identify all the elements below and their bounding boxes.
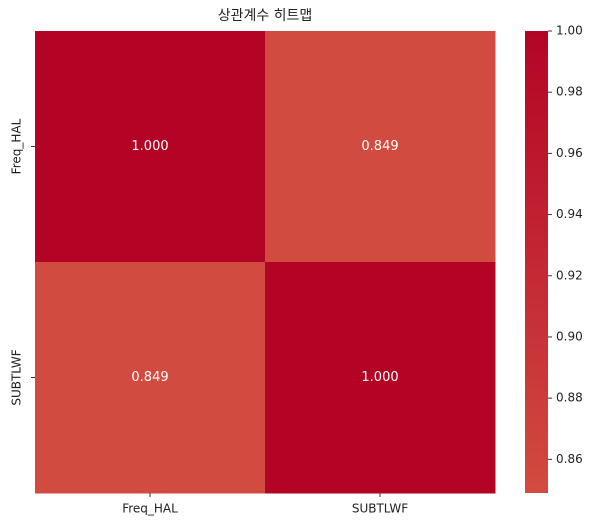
heatmap-cell [265,31,496,263]
colorbar-tick-label: 0.98 [556,85,583,99]
heatmap-cell [265,262,496,494]
x-tick-label: SUBTLWF [352,502,408,516]
cell-label: 0.849 [131,370,168,385]
colorbar-tick-label: 0.90 [556,329,583,343]
y-tick-label: Freq_HAL [10,118,24,174]
cell-label: 1.000 [131,139,168,154]
colorbar [525,31,548,493]
x-tick-label: Freq_HAL [122,502,178,516]
colorbar-tick-label: 0.94 [556,207,583,221]
colorbar-tick-label: 0.92 [556,268,583,282]
heatmap-cell [35,262,266,494]
chart-title: 상관계수 히트맵 [218,8,313,24]
colorbar-tick-label: 0.88 [556,391,583,405]
colorbar-tick-label: 1.00 [556,24,583,38]
colorbar-tick-label: 0.86 [556,452,583,466]
heatmap-cell [35,31,266,263]
cell-label: 1.000 [361,370,398,385]
y-tick-label: SUBTLWF [10,349,24,405]
colorbar-tick-label: 0.96 [556,146,583,160]
cell-label: 0.849 [361,139,398,154]
